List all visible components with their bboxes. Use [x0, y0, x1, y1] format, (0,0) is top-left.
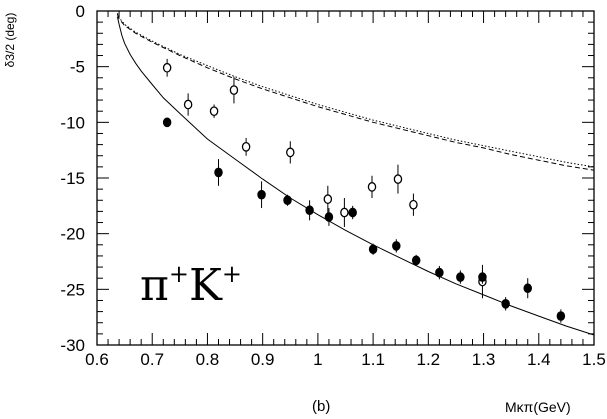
dashed-curve [116, 14, 595, 171]
open-data-point [241, 137, 251, 156]
point-marker [183, 99, 193, 110]
x-tick-label: 0.8 [196, 350, 220, 369]
x-tick-label: 0.9 [251, 350, 275, 369]
point-marker [214, 167, 223, 178]
point-marker [340, 207, 349, 218]
point-marker [324, 212, 334, 222]
filled-data-point [348, 205, 357, 220]
dotted-curve [116, 13, 595, 168]
point-marker [556, 311, 566, 321]
point-marker [501, 298, 510, 309]
reaction-label-pi-charge: + [169, 260, 189, 288]
x-tick-label: 1 [313, 350, 322, 369]
point-marker [523, 283, 532, 294]
filled-data-point [214, 159, 223, 186]
filled-data-point [283, 194, 292, 206]
reaction-label-pi: π [140, 260, 169, 311]
filled-data-point [324, 208, 334, 226]
y-tick-label: -25 [60, 280, 85, 299]
filled-data-point [162, 117, 172, 128]
solid-curve [116, 16, 595, 336]
point-marker [393, 174, 403, 184]
point-marker [435, 267, 444, 278]
x-tick-label: 1.3 [472, 350, 496, 369]
y-axis-label: δ3/2 (deg) [3, 13, 17, 68]
x-tick-label: 0.6 [85, 350, 109, 369]
curves-layer [116, 13, 595, 336]
open-data-point [229, 76, 239, 104]
x-tick-label: 1.4 [527, 350, 551, 369]
filled-data-point [435, 265, 444, 280]
open-data-point [162, 58, 172, 77]
data-points-layer [162, 58, 566, 323]
open-data-point [367, 175, 377, 199]
reaction-label: π+K+ [140, 260, 242, 311]
open-data-point [183, 93, 193, 116]
open-data-point [409, 193, 418, 216]
point-marker [162, 62, 172, 73]
point-marker [257, 189, 266, 200]
point-marker [209, 106, 219, 117]
reaction-label-k-charge: + [222, 260, 242, 288]
open-data-point [340, 198, 349, 227]
point-marker [323, 194, 333, 205]
y-tick-label: -30 [60, 336, 85, 355]
ticks-layer: 0.6 0.7 0.8 0.9 1 1.1 1.2 1.3 1.4 1.5 0 -5 -10 -15 -20… [60, 2, 605, 369]
x-tick-label: 1.2 [417, 350, 441, 369]
point-marker [229, 85, 239, 95]
point-marker [367, 182, 377, 192]
reaction-label-k: K [189, 260, 223, 311]
point-marker [241, 141, 251, 152]
y-tick-label: -20 [60, 225, 85, 244]
filled-data-point [392, 239, 401, 253]
filled-data-point [368, 243, 378, 255]
point-marker [478, 272, 487, 282]
x-tick-label: 1.1 [361, 350, 385, 369]
open-data-point [393, 164, 403, 194]
point-marker [162, 117, 172, 128]
y-tick-label: -15 [60, 169, 85, 188]
open-data-point [209, 104, 219, 118]
point-marker [305, 205, 314, 216]
point-marker [348, 207, 357, 218]
filled-data-point [501, 297, 510, 311]
point-marker [409, 199, 418, 210]
filled-data-point [556, 309, 566, 323]
filled-data-point [305, 200, 314, 221]
x-tick-label: 0.7 [140, 350, 164, 369]
panel-label: (b) [312, 398, 330, 415]
plot-frame [96, 10, 595, 346]
point-marker [392, 241, 401, 251]
x-axis-label: Mκπ(GeV) [505, 399, 571, 415]
y-tick-label: 0 [76, 2, 85, 21]
point-marker [286, 147, 295, 158]
y-tick-label: -10 [60, 113, 85, 132]
point-marker [411, 255, 421, 266]
y-tick-label: -5 [70, 58, 85, 77]
filled-data-point [478, 270, 487, 284]
point-marker [368, 244, 378, 255]
filled-data-point [411, 254, 421, 266]
open-data-point [286, 141, 295, 164]
point-marker [456, 272, 465, 282]
x-tick-label: 1.5 [582, 350, 606, 369]
point-marker [283, 195, 292, 206]
filled-data-point [523, 278, 532, 299]
open-data-point [323, 185, 333, 213]
filled-data-point [257, 181, 266, 209]
filled-data-point [456, 270, 465, 284]
